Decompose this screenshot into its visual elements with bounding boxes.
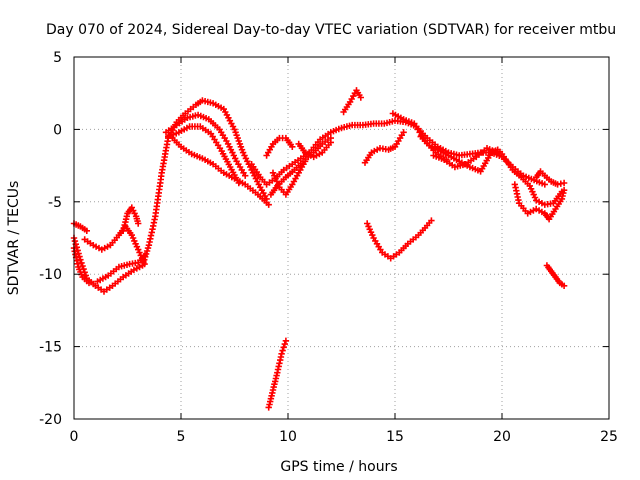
data-point-markers — [165, 123, 242, 187]
series-track-24 — [543, 262, 568, 289]
data-point-markers — [169, 134, 272, 208]
data-point-markers — [511, 181, 568, 223]
series-track-15 — [295, 139, 334, 161]
y-tick-labels: -20 -15 -10 -5 0 5 — [39, 50, 62, 428]
series-track-13 — [269, 158, 309, 198]
data-point-markers — [265, 337, 290, 411]
series-track-21 — [430, 145, 501, 171]
series-track-2 — [162, 111, 249, 179]
series-track-7 — [94, 252, 148, 285]
data-point-markers — [162, 111, 249, 179]
y-tick-label: -20 — [39, 412, 62, 428]
plot-frame — [73, 56, 610, 420]
x-tick-label: 0 — [70, 429, 79, 445]
y-axis-label: SDTVAR / TECUs — [6, 181, 22, 296]
data-point-markers — [340, 87, 364, 116]
series-track-20 — [417, 133, 566, 208]
data-point-markers — [94, 252, 148, 285]
x-tick-label: 5 — [177, 429, 186, 445]
tick-marks — [73, 56, 610, 420]
series-track-18 — [361, 129, 407, 166]
x-tick-label: 20 — [493, 429, 511, 445]
y-tick-label: -5 — [48, 195, 62, 211]
data-point-markers — [295, 139, 334, 161]
data-point-markers — [361, 129, 407, 166]
data-point-markers — [533, 168, 568, 188]
series-track-3 — [165, 123, 242, 187]
x-tick-label: 15 — [386, 429, 404, 445]
series-track-9 — [120, 204, 142, 234]
data-point-markers — [269, 158, 309, 198]
x-tick-label: 10 — [279, 429, 297, 445]
series-track-16 — [340, 87, 364, 116]
series-track-14 — [263, 134, 296, 159]
y-tick-label: -10 — [39, 267, 62, 283]
data-point-markers — [543, 262, 568, 289]
y-tick-label: -15 — [39, 340, 62, 356]
data-point-markers — [417, 133, 566, 208]
series-track-4 — [169, 134, 272, 208]
chart-title: Day 070 of 2024, Sidereal Day-to-day VTE… — [46, 22, 616, 38]
data-point-markers — [263, 134, 296, 159]
series-track-17 — [364, 217, 435, 262]
y-tick-label: 0 — [53, 122, 62, 138]
x-tick-labels: 0 5 10 15 20 25 — [70, 429, 618, 445]
x-axis-label: GPS time / hours — [280, 459, 397, 475]
series-track-23 — [533, 168, 568, 188]
x-tick-label: 25 — [600, 429, 618, 445]
data-point-markers — [430, 145, 501, 171]
data-point-markers — [120, 204, 142, 234]
data-point-markers — [364, 217, 435, 262]
data-series — [70, 87, 568, 411]
y-tick-label: 5 — [53, 50, 62, 66]
series-track-12 — [265, 337, 290, 411]
series-track-22 — [511, 181, 568, 223]
